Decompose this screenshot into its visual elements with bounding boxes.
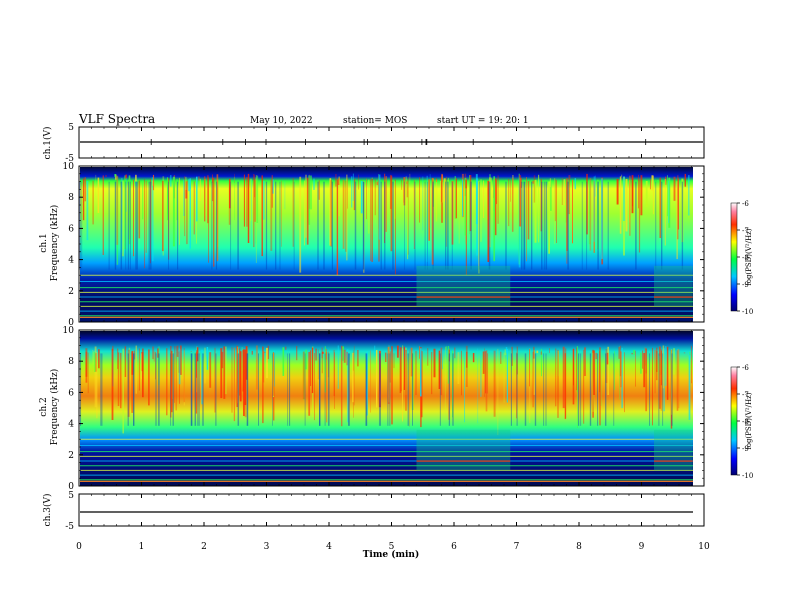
ch1-spectrogram-panel: 0 2 4 6 8 10 ch.1 Frequency (kHz) -6 -7 -8 -9 -10… <box>39 162 753 328</box>
x-tick-label: 9 <box>639 542 645 552</box>
x-tick-label: 2 <box>201 542 207 552</box>
ch1-spec-ytick-label: 4 <box>68 256 74 266</box>
ch1-colorbar-tick: -8 <box>742 254 749 262</box>
ch3-ytick-bottom: -5 <box>65 522 74 532</box>
ch2-spec-ytick-label: 0 <box>68 482 74 492</box>
ch2-colorbar-tick: -6 <box>742 364 749 372</box>
ch2-spec-ytick-label: 10 <box>63 326 75 336</box>
ch2-spec-ytick-label: 4 <box>68 420 74 430</box>
x-tick-label: 4 <box>326 542 332 552</box>
x-tick-label: 8 <box>576 542 582 552</box>
start-time-label: start UT = 19: 20: 1 <box>437 116 529 126</box>
ch2-colorbar-tick: -7 <box>742 391 749 399</box>
ch3-ytick-top: 5 <box>68 491 74 501</box>
ch1-colorbar <box>730 202 738 312</box>
x-tick-label: 6 <box>451 542 457 552</box>
ch1-spec-ylabel: Frequency (kHz) <box>49 205 60 282</box>
ch1-spec-ytick-label: 0 <box>68 318 74 328</box>
x-tick-label: 5 <box>389 542 395 552</box>
ch2-spec-ytick-label: 8 <box>68 357 74 367</box>
ch1-spec-ytick-label: 8 <box>68 193 74 203</box>
ch2-spectrogram-panel: 0 2 4 6 8 10 ch.2 Frequency (kHz) -6 -7 -8 -9 -10… <box>39 326 753 492</box>
figure-title: VLF Spectra <box>78 112 155 126</box>
ch2-spec-ytick-label: 6 <box>68 388 74 398</box>
ch1-ylabel: ch.1(V) <box>42 127 53 160</box>
ch2-colorbar-tick: -9 <box>742 445 749 453</box>
ch2-colorbar-tick: -8 <box>742 418 749 426</box>
ch2-colorbar-tick: -10 <box>742 472 753 480</box>
ch3-ylabel: ch.3(V) <box>42 494 53 527</box>
ch1-spec-ylabel-top: ch.1 <box>39 233 49 252</box>
station-label: station= MOS <box>343 116 407 126</box>
ch1-ytick-bottom: -5 <box>65 154 74 164</box>
date-label: May 10, 2022 <box>250 116 313 126</box>
ch2-spectrogram-base <box>80 331 693 486</box>
ch2-colorbar <box>730 366 738 476</box>
ch1-colorbar-label: log(PSD)(V²/Hz) <box>745 228 753 285</box>
ch1-spec-ytick-label: 2 <box>68 287 74 297</box>
x-axis: 0 1 2 3 4 5 6 7 8 9 10 <box>76 127 710 552</box>
ch1-ytick-top: 5 <box>68 123 74 133</box>
x-tick-label: 1 <box>139 542 145 552</box>
x-tick-label: 7 <box>514 542 520 552</box>
ch1-colorbar-tick: -6 <box>742 200 749 208</box>
ch2-spec-ytick-label: 2 <box>68 451 74 461</box>
ch1-colorbar-tick: -7 <box>742 227 749 235</box>
x-tick-label: 0 <box>76 542 82 552</box>
ch1-colorbar-tick: -9 <box>742 281 749 289</box>
ch2-colorbar-label: log(PSD)(V²/Hz) <box>745 392 753 449</box>
ch2-spec-ylabel-top: ch.2 <box>39 397 49 416</box>
ch1-colorbar-tick: -10 <box>742 308 753 316</box>
ch1-spec-ytick-label: 6 <box>68 224 74 234</box>
ch2-spec-ylabel: Frequency (kHz) <box>49 369 60 446</box>
x-tick-label: 10 <box>698 542 710 552</box>
ch1-spec-ytick-label: 10 <box>63 162 75 172</box>
x-axis-label: Time (min) <box>363 549 420 560</box>
x-tick-label: 3 <box>264 542 270 552</box>
